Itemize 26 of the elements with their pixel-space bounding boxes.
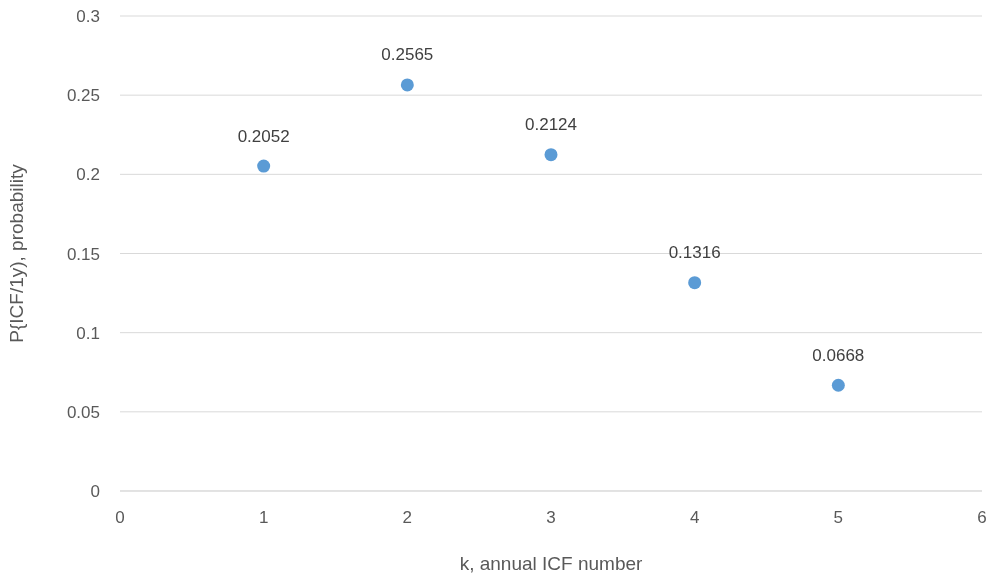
point: [400, 78, 414, 92]
x-tick-label: 1: [258, 508, 269, 528]
x-tick-label: 3: [546, 508, 556, 528]
y-tick-label: 0.15: [66, 244, 100, 264]
x-tick-label: 6: [977, 508, 987, 528]
x-tick-label: 4: [689, 508, 700, 528]
x-axis-title: k, annual ICF number: [459, 553, 644, 574]
data-label: 0.1316: [668, 243, 721, 263]
x-tick-label: 2: [402, 508, 413, 528]
y-tick-label: 0.3: [76, 7, 100, 27]
y-tick-label: 0: [90, 482, 100, 502]
y-tick-label: 0.05: [66, 402, 100, 422]
data-label: 0.2052: [237, 126, 290, 146]
y-axis-title: P{ICF/1y), probability: [5, 163, 27, 343]
y-tick-label: 0.25: [66, 86, 100, 106]
point: [257, 159, 271, 173]
point: [688, 276, 702, 290]
data-label: 0.2565: [381, 45, 434, 65]
data-label: 0.2124: [525, 115, 577, 135]
x-tick-label: 5: [833, 508, 844, 528]
y-tick-label: 0.2: [76, 165, 100, 185]
y-tick-label: 0.1: [76, 323, 100, 343]
point: [831, 378, 845, 392]
point: [544, 148, 558, 162]
x-tick-label: 0: [115, 508, 125, 528]
data-label: 0.0668: [812, 345, 865, 365]
